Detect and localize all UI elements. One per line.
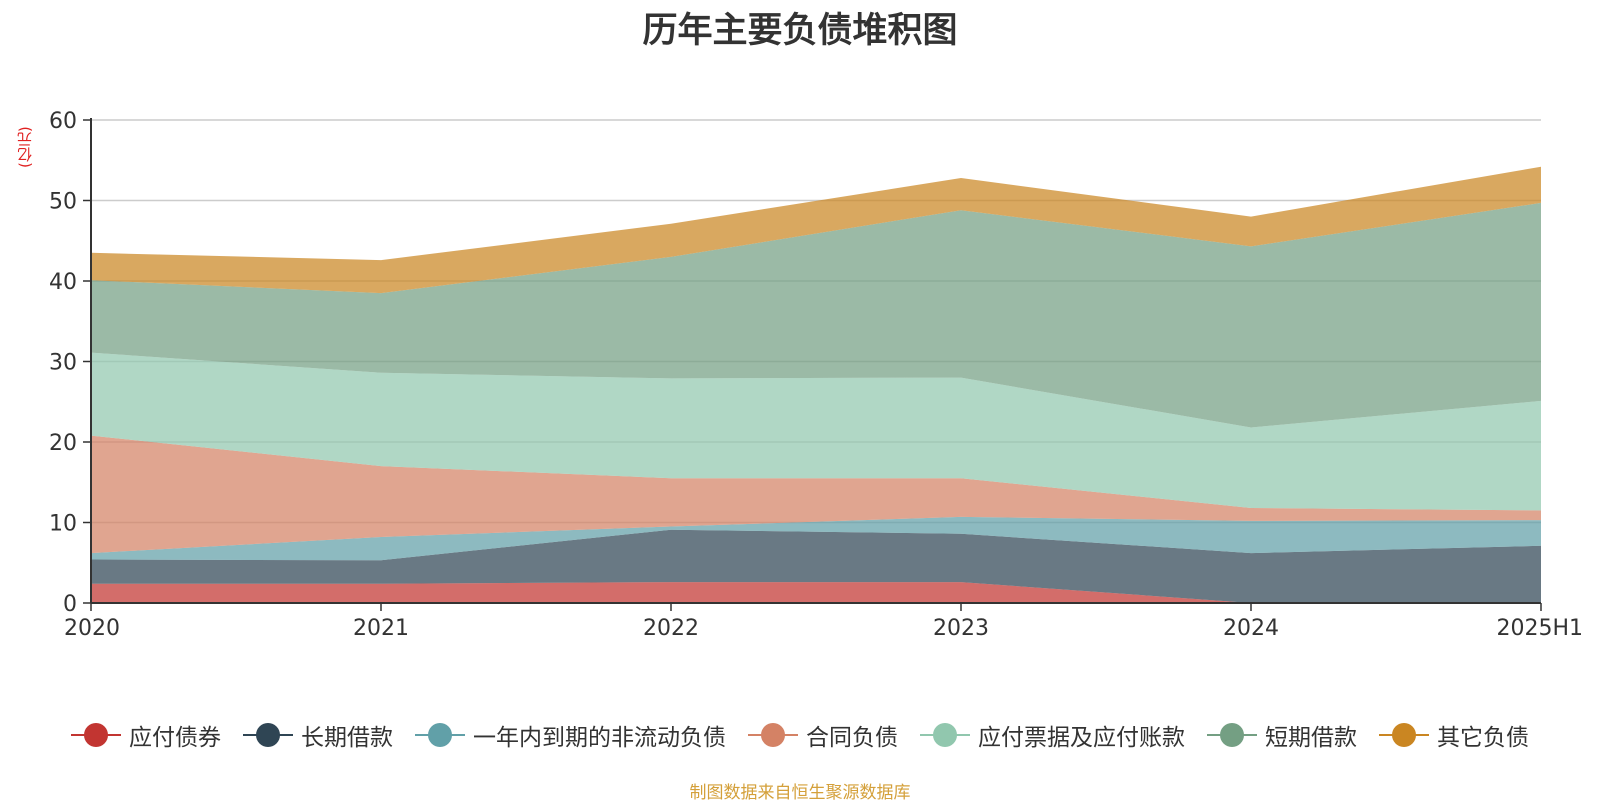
legend-item-6[interactable]: 其它负债 (1379, 718, 1529, 752)
area-series-6 (91, 166, 1541, 294)
y-tick-label: 0 (63, 592, 77, 617)
area-series-2 (91, 516, 1541, 561)
legend: 应付债券 长期借款 一年内到期的非流动负债 合同负债 应付票据及应付账款 短期借款 其它负债 (0, 718, 1600, 752)
y-tick-label: 40 (49, 270, 77, 295)
y-tick-label: 10 (49, 512, 77, 537)
legend-item-5[interactable]: 短期借款 (1207, 718, 1357, 752)
area-series-3 (91, 435, 1541, 554)
legend-label: 合同负债 (806, 725, 898, 751)
legend-marker-icon (71, 723, 121, 747)
legend-label: 其它负债 (1437, 725, 1529, 751)
legend-item-4[interactable]: 应付票据及应付账款 (920, 718, 1185, 752)
legend-marker-icon (243, 723, 293, 747)
legend-item-3[interactable]: 合同负债 (748, 718, 898, 752)
area-series (91, 166, 1541, 603)
legend-label: 长期借款 (301, 725, 393, 751)
x-tick-label: 2023 (933, 616, 989, 641)
legend-label: 应付票据及应付账款 (978, 725, 1185, 751)
chart-title: 历年主要负债堆积图 (642, 11, 958, 51)
legend-label: 一年内到期的非流动负债 (473, 725, 726, 751)
y-tick-label: 30 (49, 351, 77, 376)
legend-item-0[interactable]: 应付债券 (71, 718, 221, 752)
x-tick-label: 2022 (643, 616, 699, 641)
legend-marker-icon (1207, 723, 1257, 747)
x-tick-label: 2020 (64, 616, 120, 641)
area-series-0 (91, 582, 1541, 603)
legend-label: 应付债券 (129, 725, 221, 751)
stacked-area-chart: 0 10 20 30 40 50 60 2020 2021 2022 2023 2024 2025H1 (49, 109, 1583, 641)
source-note: 制图数据来自恒生聚源数据库 (689, 783, 911, 803)
legend-item-2[interactable]: 一年内到期的非流动负债 (415, 718, 726, 752)
legend-item-1[interactable]: 长期借款 (243, 718, 393, 752)
y-tick-label: 50 (49, 190, 77, 215)
legend-marker-icon (415, 723, 465, 747)
legend-marker-icon (1379, 723, 1429, 747)
x-tick-label: 2024 (1223, 616, 1279, 641)
y-tick-label: 60 (49, 109, 77, 134)
y-tick-label: 20 (49, 431, 77, 456)
x-tick-label: 2021 (353, 616, 409, 641)
area-series-5 (91, 202, 1541, 428)
axes: 0 10 20 30 40 50 60 2020 2021 2022 2023 2024 2025H1 (49, 109, 1583, 641)
legend-marker-icon (920, 723, 970, 747)
area-series-1 (91, 529, 1541, 603)
legend-marker-icon (748, 723, 798, 747)
legend-label: 短期借款 (1265, 725, 1357, 751)
x-tick-label: 2025H1 (1496, 616, 1583, 641)
area-series-4 (91, 352, 1541, 511)
